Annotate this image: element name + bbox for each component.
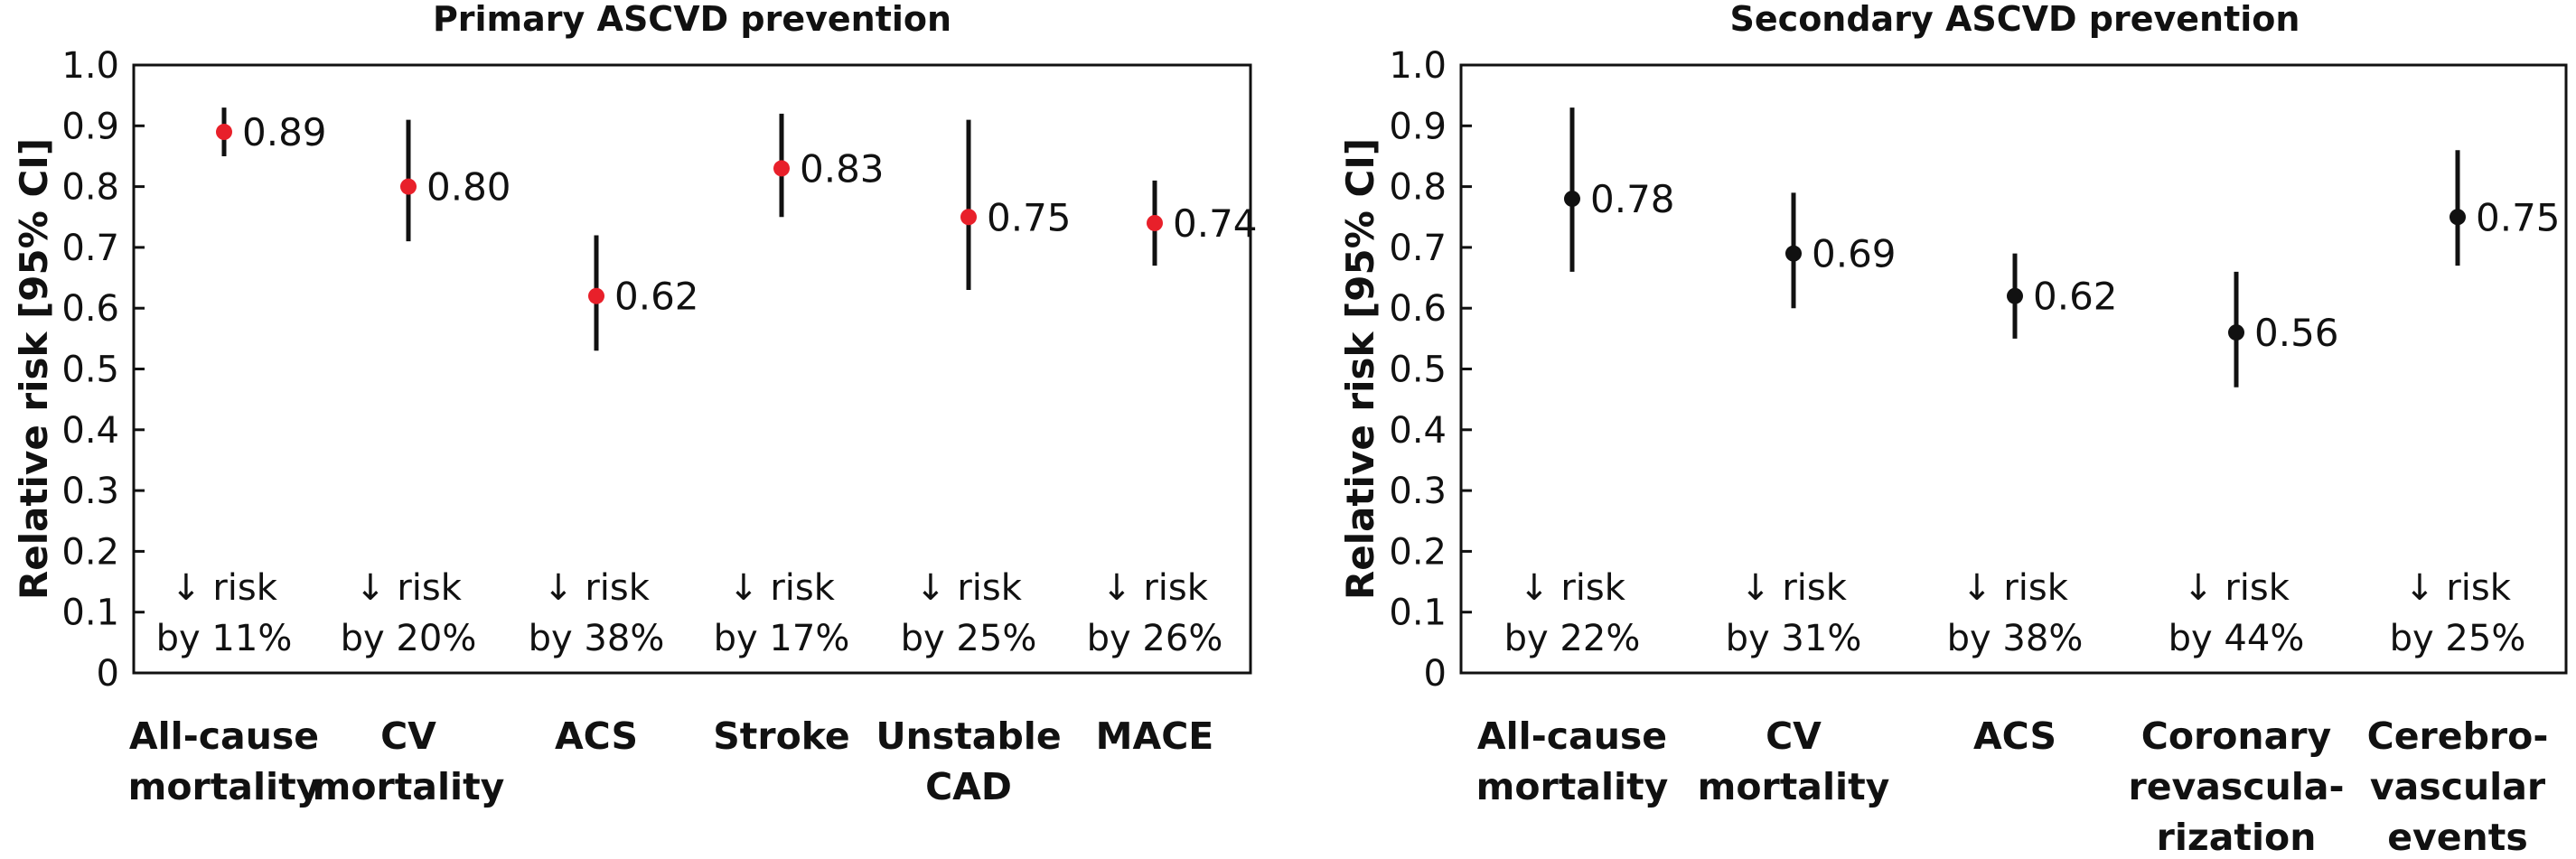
x-category-label: CV mortality — [1698, 714, 1890, 808]
risk-note: ↓ risk by 11% — [156, 567, 293, 659]
risk-note: ↓ risk by 38% — [1947, 567, 2084, 659]
point-estimate — [588, 287, 604, 304]
risk-note: ↓ risk by 22% — [1504, 567, 1641, 659]
point-estimate — [2450, 209, 2466, 226]
data-label: 0.80 — [426, 165, 511, 210]
point-estimate — [400, 178, 417, 195]
y-tick-label: 0.8 — [1389, 167, 1447, 209]
y-axis-label: Relative risk [95% CI] — [1338, 138, 1382, 600]
risk-note: ↓ risk by 25% — [901, 567, 1037, 659]
y-tick-label: 0.3 — [1389, 471, 1447, 512]
y-tick-label: 0.1 — [1389, 593, 1447, 634]
point-estimate — [2228, 324, 2244, 341]
risk-note: ↓ risk by 20% — [341, 567, 477, 659]
data-label: 0.75 — [987, 195, 1072, 239]
x-category-label: MACE — [1096, 714, 1214, 758]
x-category-label: Coronary revasculа-rization — [2128, 714, 2344, 854]
y-tick-label: 0 — [1424, 653, 1447, 695]
risk-note: ↓ risk by 44% — [2169, 567, 2305, 659]
data-label: 0.89 — [242, 110, 327, 154]
data-label: 0.78 — [1590, 177, 1675, 221]
chart-panel-2: Secondary ASCVD prevention 0 0.1 0.2 0.3 0.4 0… — [1338, 0, 2568, 859]
y-tick-label: 1.0 — [1389, 45, 1447, 87]
data-label: 0.74 — [1173, 201, 1258, 246]
x-category-label: All-cause mortality — [128, 714, 321, 808]
data-label: 0.62 — [2033, 275, 2118, 319]
y-tick-label: 0.2 — [61, 531, 119, 573]
y-tick-label: 0 — [97, 653, 119, 695]
x-category-label: CV mortality — [313, 714, 505, 808]
x-category-label: ACS — [1973, 714, 2056, 758]
risk-note: ↓ risk by 17% — [714, 567, 850, 659]
y-tick-label: 0.5 — [1389, 350, 1447, 391]
point-estimate — [1147, 214, 1163, 231]
y-tick-label: 0.3 — [61, 471, 119, 512]
y-tick-label: 0.7 — [1389, 228, 1447, 269]
point-estimate — [960, 209, 977, 226]
point-estimate — [1785, 245, 1802, 262]
point-estimate — [216, 124, 232, 141]
data-label: 0.75 — [2476, 195, 2561, 239]
data-label: 0.69 — [1812, 232, 1897, 276]
data-label: 0.83 — [800, 146, 885, 191]
y-tick-label: 0.8 — [61, 167, 119, 209]
y-tick-label: 1.0 — [61, 45, 119, 87]
y-tick-label: 0.6 — [1389, 288, 1447, 330]
y-tick-label: 0.4 — [1389, 410, 1447, 452]
y-tick-label: 0.7 — [61, 228, 119, 269]
data-label: 0.56 — [2254, 311, 2339, 355]
risk-note: ↓ risk by 38% — [529, 567, 665, 659]
y-tick-label: 0.9 — [61, 106, 119, 147]
y-tick-label: 0.6 — [61, 288, 119, 330]
plot-frame — [132, 63, 1252, 675]
risk-note: ↓ risk by 25% — [2390, 567, 2526, 659]
y-tick-label: 0.5 — [61, 350, 119, 391]
chart-title: Primary ASCVD prevention — [433, 0, 951, 39]
point-estimate — [1564, 191, 1580, 208]
y-tick-label: 0.1 — [61, 593, 119, 634]
chart-title: Secondary ASCVD prevention — [1730, 0, 2300, 39]
data-label: 0.62 — [614, 275, 699, 319]
risk-note: ↓ risk by 31% — [1726, 567, 1862, 659]
point-estimate — [773, 160, 790, 177]
y-tick-label: 0.4 — [61, 410, 119, 452]
risk-note: ↓ risk by 26% — [1087, 567, 1223, 659]
x-category-label: ACS — [555, 714, 638, 758]
y-tick-label: 0.9 — [1389, 106, 1447, 147]
point-estimate — [2007, 287, 2023, 304]
y-tick-label: 0.2 — [1389, 531, 1447, 573]
x-category-label: Cerebro-vascular events — [2367, 714, 2549, 854]
x-category-label: All-cause mortality — [1476, 714, 1669, 808]
x-category-label: Unstable CAD — [876, 714, 1061, 808]
chart-panel-1: Primary ASCVD prevention 0 0.1 0.2 0.3 0.4 0.5… — [12, 0, 1258, 808]
x-category-label: Stroke — [713, 714, 850, 758]
y-axis-label: Relative risk [95% CI] — [12, 138, 56, 600]
